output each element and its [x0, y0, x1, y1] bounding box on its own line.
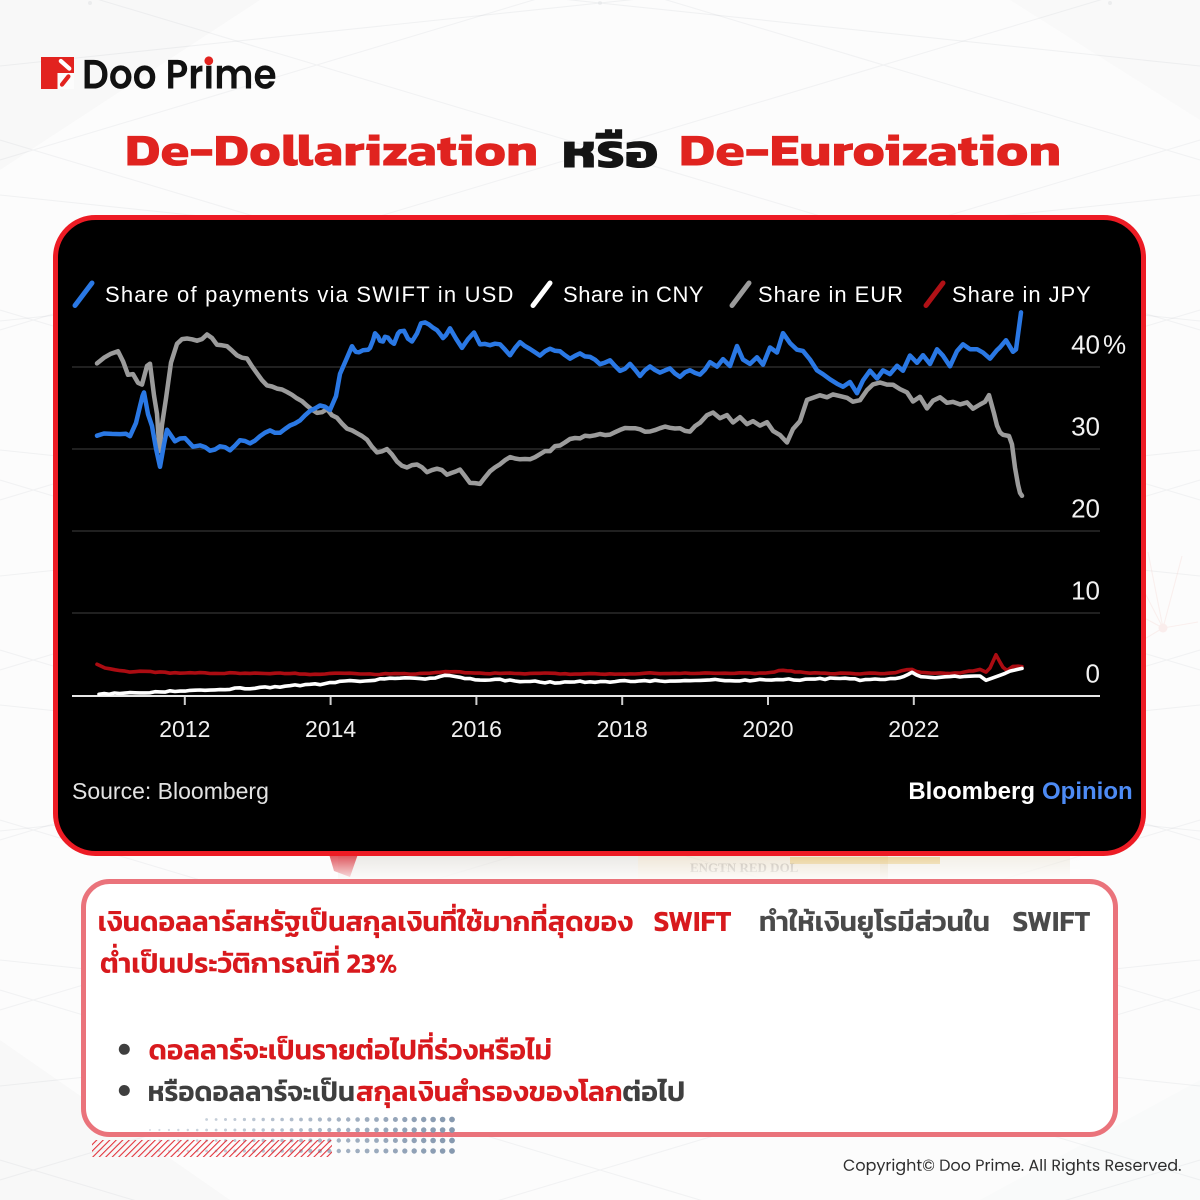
svg-text:2022: 2022 — [888, 716, 939, 742]
svg-text:Share in CNY: Share in CNY — [563, 282, 704, 307]
svg-text:2018: 2018 — [597, 716, 648, 742]
svg-text:20: 20 — [1071, 494, 1100, 524]
svg-text:2016: 2016 — [451, 716, 502, 742]
svg-text:2014: 2014 — [305, 716, 356, 742]
svg-text:40: 40 — [1071, 330, 1100, 360]
svg-text:%: % — [1103, 330, 1126, 360]
svg-text:2012: 2012 — [159, 716, 210, 742]
svg-text:30: 30 — [1071, 412, 1100, 442]
svg-text:10: 10 — [1071, 576, 1100, 606]
svg-text:Source: Bloomberg: Source: Bloomberg — [72, 778, 269, 804]
svg-text:Share in JPY: Share in JPY — [952, 282, 1092, 307]
svg-text:Bloomberg: Bloomberg — [908, 778, 1035, 805]
svg-text:Opinion: Opinion — [1042, 778, 1133, 805]
svg-text:2020: 2020 — [742, 716, 793, 742]
svg-text:Share of payments via SWIFT in: Share of payments via SWIFT in USD — [105, 282, 515, 307]
svg-text:Share in EUR: Share in EUR — [758, 282, 904, 307]
svg-text:0: 0 — [1086, 659, 1100, 689]
